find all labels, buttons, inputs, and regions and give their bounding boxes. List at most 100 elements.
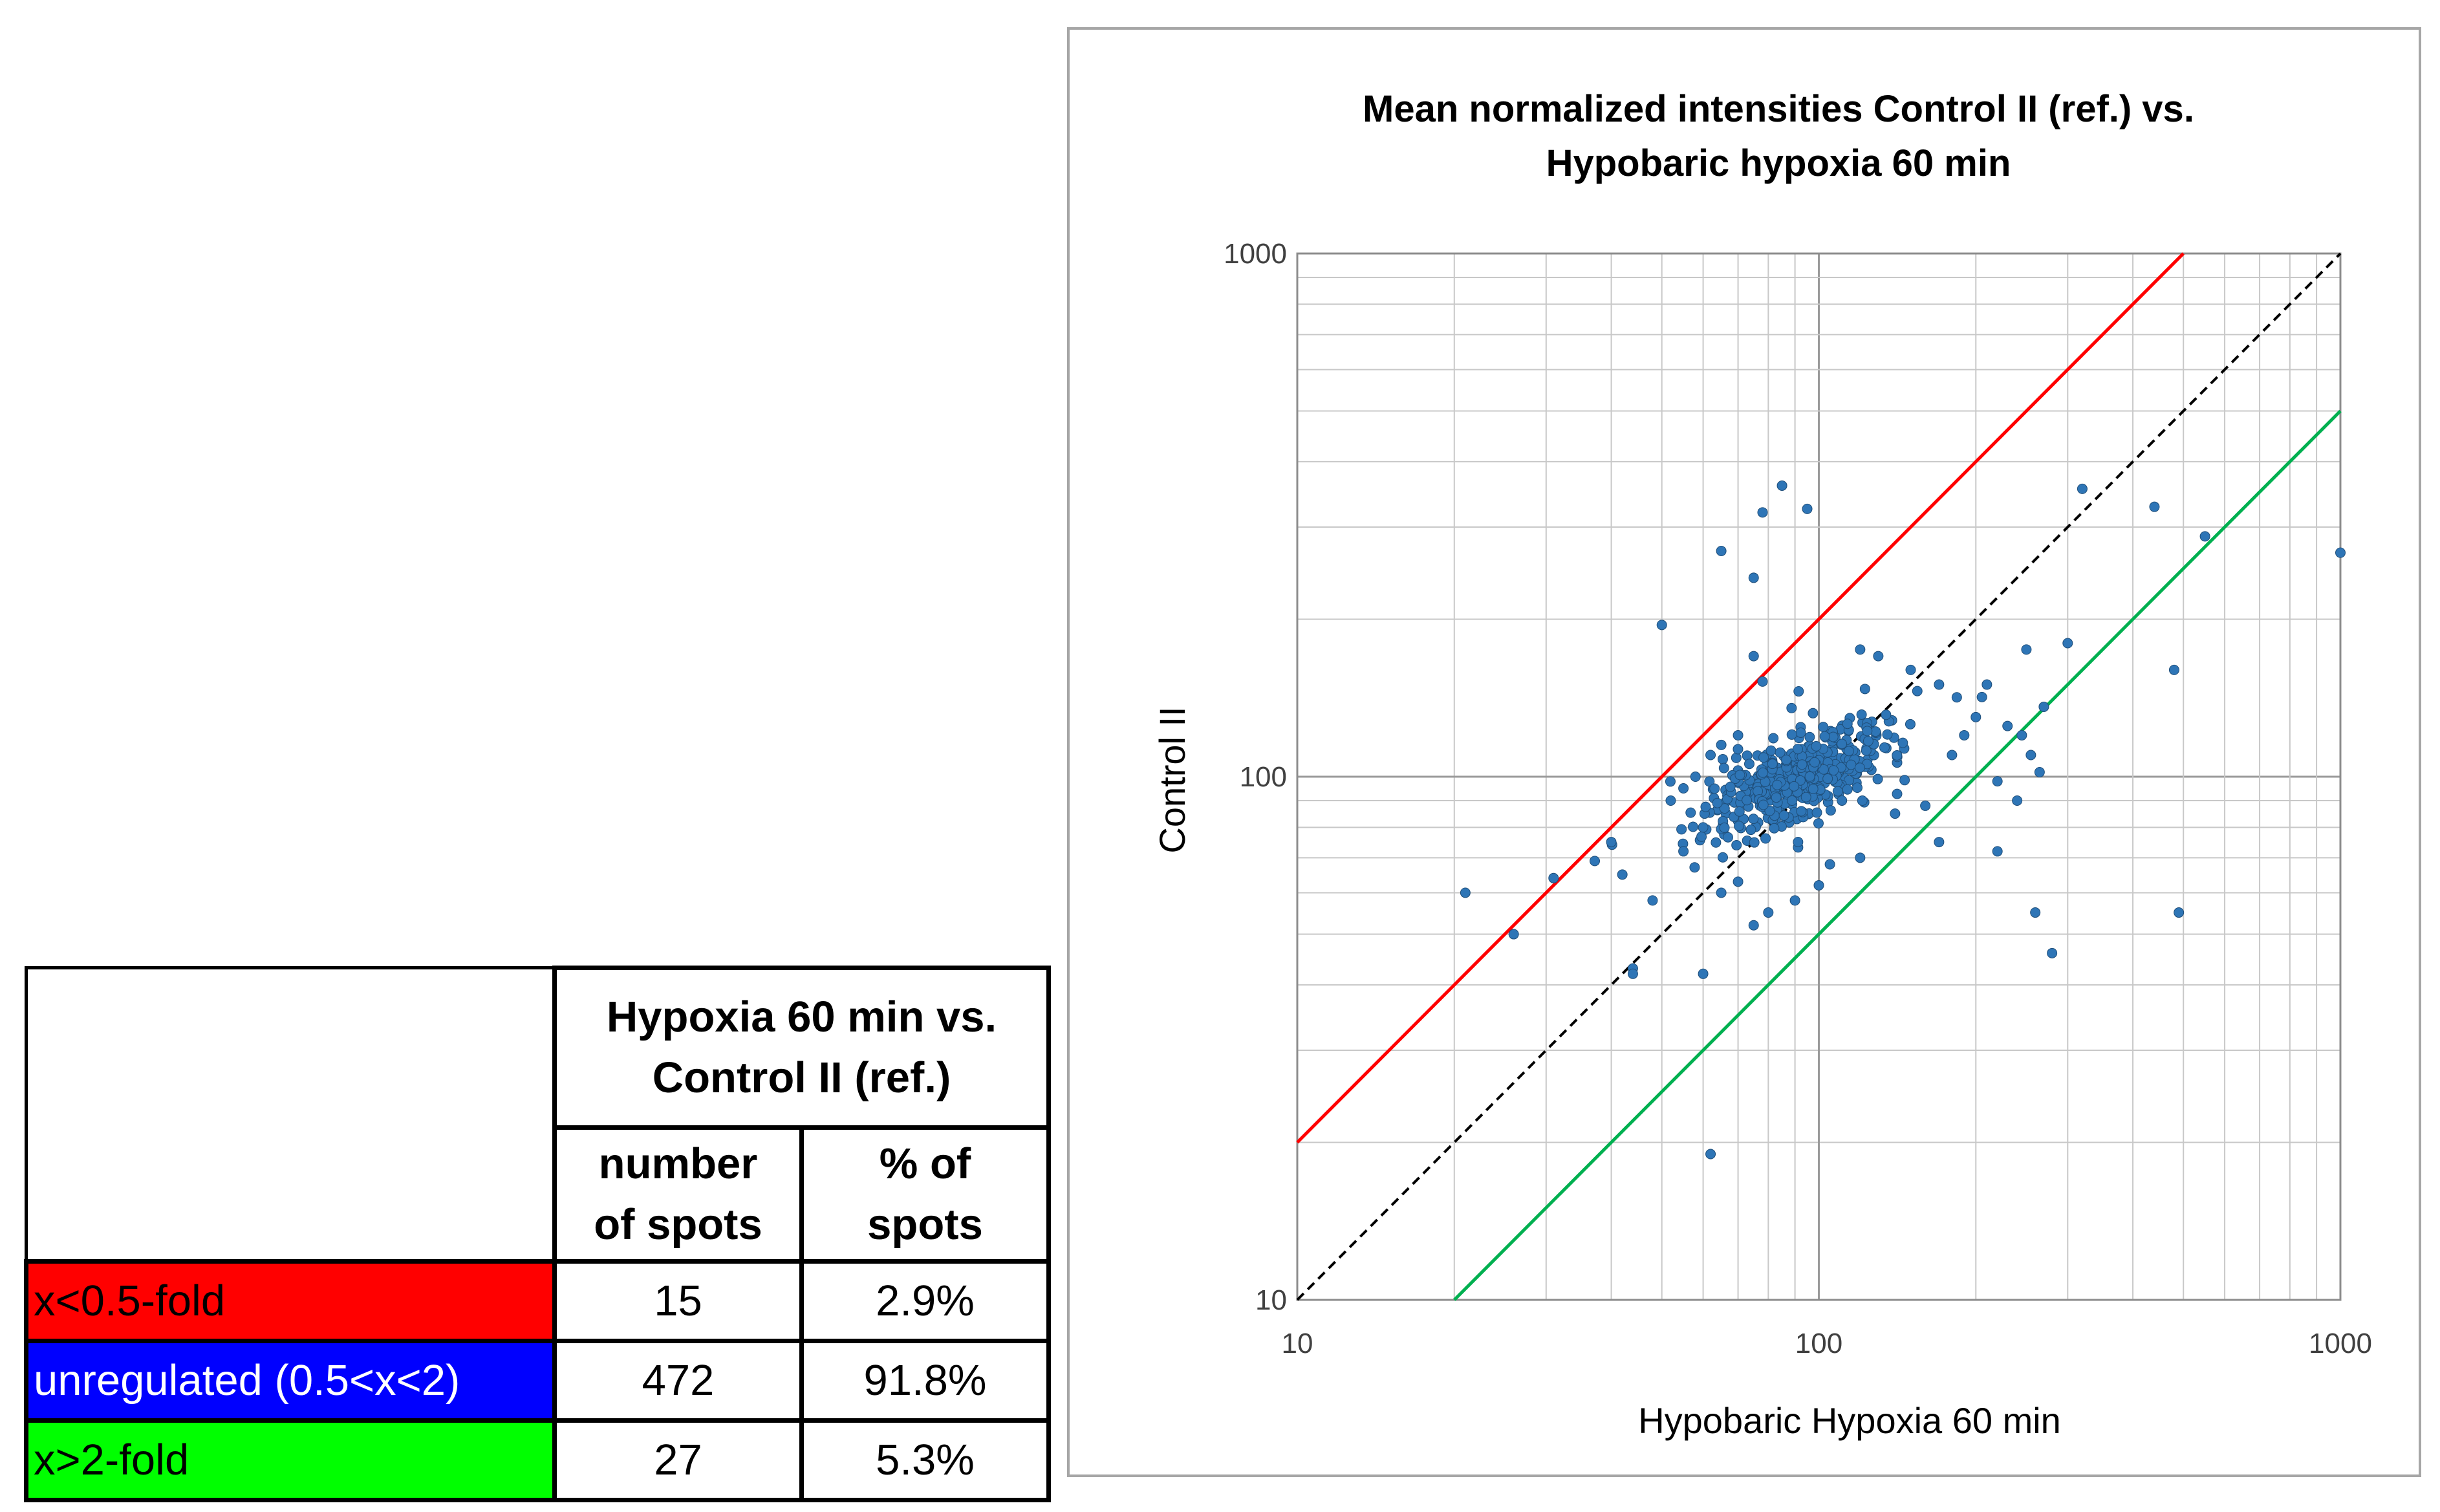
data-point bbox=[1717, 753, 1728, 764]
data-point bbox=[1760, 833, 1771, 844]
table-group-header: Hypoxia 60 min vs. Control II (ref.) bbox=[552, 966, 1052, 1130]
data-point bbox=[2174, 907, 2185, 918]
data-point bbox=[1934, 837, 1945, 848]
data-point bbox=[1947, 750, 1958, 761]
data-point bbox=[1757, 507, 1768, 518]
data-point bbox=[1959, 729, 1970, 740]
data-point bbox=[1748, 920, 1759, 931]
data-point bbox=[2199, 531, 2210, 542]
data-point bbox=[1690, 772, 1701, 782]
data-point bbox=[1879, 742, 1890, 753]
data-point bbox=[1856, 709, 1867, 720]
data-point bbox=[1745, 825, 1756, 836]
data-point bbox=[1786, 702, 1797, 713]
data-point bbox=[1897, 737, 1908, 748]
data-point bbox=[1804, 771, 1815, 782]
data-point bbox=[1718, 852, 1729, 863]
y-tick-label: 10 bbox=[1255, 1284, 1287, 1316]
x-tick-label: 1000 bbox=[2309, 1328, 2372, 1359]
data-point bbox=[1718, 762, 1729, 773]
data-point bbox=[1787, 795, 1798, 806]
data-point bbox=[1804, 731, 1815, 742]
reference-lines bbox=[1296, 252, 2342, 1301]
row-percent-up: 5.3% bbox=[799, 1418, 1052, 1502]
data-point bbox=[1676, 824, 1687, 835]
data-point bbox=[1905, 718, 1916, 729]
data-point bbox=[2062, 638, 2073, 649]
data-point bbox=[1744, 759, 1754, 770]
data-point bbox=[1899, 775, 1910, 786]
data-point bbox=[1757, 676, 1768, 687]
table-row: x<0.5-fold 15 2.9% bbox=[24, 1259, 1052, 1343]
data-point bbox=[1818, 722, 1829, 733]
data-point bbox=[1811, 807, 1822, 818]
data-point bbox=[1846, 759, 1857, 770]
data-point bbox=[1617, 869, 1628, 880]
x-tick-label: 10 bbox=[1282, 1328, 1313, 1359]
data-point bbox=[1951, 692, 1962, 703]
data-point bbox=[1508, 929, 1519, 940]
data-point bbox=[1685, 807, 1696, 818]
reference-line-1 bbox=[1296, 252, 2342, 1301]
data-point bbox=[1934, 679, 1945, 690]
data-point bbox=[1818, 764, 1829, 775]
row-percent-unregulated: 91.8% bbox=[799, 1339, 1052, 1423]
data-point bbox=[1725, 781, 1736, 792]
data-point bbox=[1769, 823, 1780, 834]
data-point bbox=[1832, 786, 1843, 797]
data-point bbox=[1792, 744, 1803, 755]
data-point bbox=[1808, 783, 1819, 794]
y-tick-label: 1000 bbox=[1224, 238, 1287, 270]
data-point bbox=[1775, 747, 1786, 758]
data-point bbox=[2025, 750, 2036, 761]
data-point bbox=[1976, 691, 1987, 702]
data-point bbox=[1665, 776, 1676, 787]
data-point bbox=[1992, 846, 2003, 857]
data-point bbox=[1742, 795, 1753, 806]
data-point bbox=[1797, 759, 1808, 770]
y-axis-label: Control II bbox=[1152, 706, 1193, 853]
chart-title-line-1: Mean normalized intensities Control II (… bbox=[1363, 88, 2194, 130]
data-point bbox=[1716, 887, 1727, 898]
data-point bbox=[1606, 837, 1617, 848]
data-point bbox=[1734, 821, 1745, 832]
data-point bbox=[2002, 720, 2013, 731]
row-count-unregulated: 472 bbox=[552, 1339, 804, 1423]
data-point bbox=[1772, 779, 1783, 790]
data-point bbox=[1709, 783, 1720, 794]
data-point bbox=[1698, 822, 1709, 833]
data-point bbox=[1705, 750, 1716, 761]
data-point bbox=[1763, 907, 1774, 918]
data-point bbox=[1824, 859, 1835, 870]
data-point bbox=[1733, 744, 1744, 755]
data-point bbox=[1776, 480, 1787, 491]
data-point bbox=[2047, 947, 2058, 958]
data-point bbox=[1882, 729, 1893, 740]
data-point bbox=[1656, 620, 1667, 631]
data-point bbox=[1716, 546, 1727, 557]
data-point bbox=[1813, 818, 1824, 829]
row-label-unregulated: unregulated (0.5<x<2) bbox=[24, 1339, 557, 1423]
data-point bbox=[1548, 872, 1559, 883]
data-point bbox=[1855, 852, 1866, 863]
data-point bbox=[1789, 895, 1800, 906]
data-point bbox=[1862, 726, 1873, 737]
data-point bbox=[1716, 739, 1727, 750]
data-point bbox=[1722, 832, 1733, 843]
data-point bbox=[2034, 767, 2045, 778]
data-point bbox=[1837, 795, 1848, 806]
chart-title-line-2: Hypobaric hypoxia 60 min bbox=[1546, 142, 2011, 184]
row-label-up: x>2-fold bbox=[24, 1418, 557, 1502]
x-tick-label: 100 bbox=[1795, 1328, 1842, 1359]
data-point bbox=[1689, 862, 1700, 873]
data-point bbox=[1854, 762, 1865, 773]
data-point bbox=[1764, 805, 1775, 816]
data-point bbox=[2168, 664, 2179, 675]
tick-labels: 10 100 1000 10 100 1000 bbox=[1224, 238, 2372, 1359]
data-point bbox=[1795, 775, 1806, 786]
data-point bbox=[1796, 806, 1807, 817]
data-point bbox=[1705, 1149, 1716, 1160]
data-point bbox=[1748, 814, 1759, 825]
data-point bbox=[1822, 773, 1833, 784]
data-point bbox=[1890, 808, 1901, 819]
